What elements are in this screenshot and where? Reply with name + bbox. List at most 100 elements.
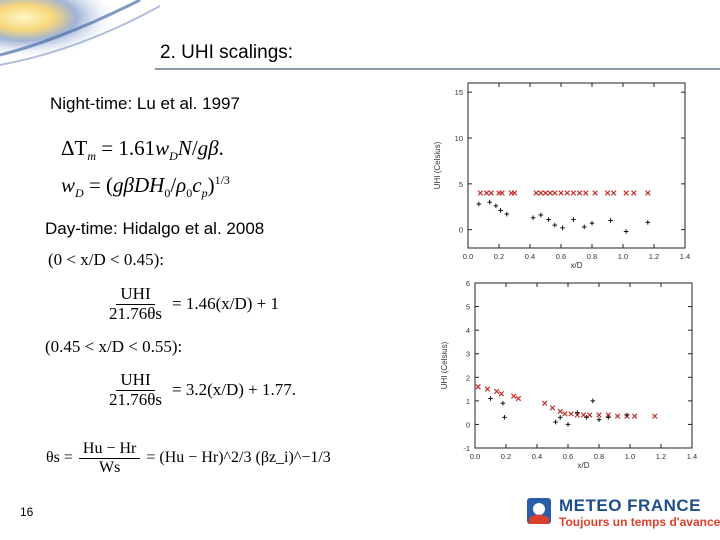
marker-stroke <box>475 383 481 390</box>
marker-stroke <box>631 413 638 419</box>
data-point-x <box>631 413 638 419</box>
data-point-x <box>605 412 612 418</box>
marker-stroke <box>652 413 658 419</box>
fraction-denominator: 21.76θs <box>109 389 163 409</box>
data-point-x <box>604 190 611 196</box>
day-equation-2-rhs: = 3.2(x/D) + 1.77. <box>172 380 297 400</box>
night-time-heading: Night-time: Lu et al. 1997 <box>50 94 240 113</box>
slide-title: 2. UHI scalings: <box>160 42 294 63</box>
condition-range-2: (0.45 < x/D < 0.55): <box>45 337 183 356</box>
data-point-x <box>493 388 500 395</box>
data-point-x <box>542 400 548 406</box>
plot-frame <box>474 282 693 449</box>
marker-stroke <box>552 190 558 196</box>
y-tick-label: 0 <box>459 226 463 235</box>
data-point-x <box>475 383 481 390</box>
data-point-x <box>533 190 539 196</box>
data-point-plus <box>502 415 507 420</box>
marker-stroke <box>549 405 556 411</box>
data-point-x <box>596 412 602 418</box>
marker-stroke <box>511 190 518 196</box>
data-point-x <box>547 190 553 196</box>
marker-stroke <box>511 393 517 399</box>
day-uhi-scatter-chart: 0.0 0.2 0.4 0.6 0.8 1.0 1.2 1.4 -1 0 1 2 3 4 5 6 x/D UHI … <box>440 279 697 470</box>
night-equations: ΔTm = 1.61wDN/gβ. wD = (gβDH0/ρ0cp)1/3 <box>55 126 265 206</box>
y-axis-label: UHI (Celsius) <box>433 141 442 189</box>
y-tick-label: 4 <box>466 326 470 335</box>
day-equation-2-fraction: UHI 21.76θs <box>105 370 166 409</box>
y-axis-label: UHI (Celsius) <box>440 341 449 389</box>
data-point-x <box>558 190 564 196</box>
x-tick-label: 0.6 <box>563 452 573 461</box>
data-point-plus <box>596 417 602 423</box>
data-point-x <box>498 391 505 397</box>
data-point-x <box>610 190 617 196</box>
marker-stroke <box>583 190 589 196</box>
slide-number: 16 <box>20 505 34 519</box>
data-point-x <box>645 190 651 196</box>
marker-stroke <box>542 190 549 196</box>
data-point-plus <box>552 222 558 228</box>
x-tick-label: 0.0 <box>463 252 473 261</box>
data-point-x <box>483 190 490 196</box>
y-tick-label: 1 <box>466 397 470 406</box>
x-tick-label: 0.4 <box>532 452 542 461</box>
fraction-numerator: UHI <box>116 370 155 391</box>
meteo-france-mark-icon <box>527 498 551 524</box>
x-axis-label: x/D <box>578 461 590 470</box>
data-point-x <box>549 405 556 411</box>
data-point-x <box>552 190 558 196</box>
x-tick-label: 0.2 <box>494 252 504 261</box>
marker-stroke <box>570 190 577 196</box>
marker-stroke <box>592 190 598 196</box>
x-tick-label: 0.4 <box>525 252 535 261</box>
data-point-plus <box>571 217 576 222</box>
fraction-numerator: Hu − Hr <box>78 440 141 459</box>
marker-stroke <box>538 190 544 196</box>
marker-stroke <box>515 395 522 402</box>
x-tick-label: 0.8 <box>587 252 597 261</box>
theta-scale-equation: θs = Hu − Hr Ws = (Hu − Hr)^2/3 (βz_i)^−… <box>46 440 331 476</box>
data-point-plus <box>606 415 611 420</box>
data-point-plus <box>553 419 558 425</box>
night-equation-line2: wD = (gβDH0/ρ0cp)1/3 <box>61 173 230 201</box>
data-point-plus <box>584 415 589 420</box>
data-point-plus <box>565 422 571 427</box>
data-point-x <box>511 190 518 196</box>
y-tick-label: 0 <box>466 420 470 429</box>
data-point-x <box>515 395 522 402</box>
data-point-x <box>586 412 593 418</box>
fraction-numerator: UHI <box>116 284 155 305</box>
marker-stroke <box>498 391 505 397</box>
marker-stroke <box>605 412 612 418</box>
x-axis-label: x/D <box>571 261 583 270</box>
data-point-plus <box>624 412 630 418</box>
title-divider <box>155 68 720 70</box>
y-tick-label: 6 <box>466 279 470 288</box>
data-point-plus <box>530 215 536 221</box>
theta-rhs: = (Hu − Hr)^2/3 (βz_i)^−1/3 <box>146 449 331 467</box>
marker-stroke <box>558 190 564 196</box>
theta-fraction: Hu − Hr Ws <box>78 440 141 476</box>
y-tick-label: 3 <box>466 350 470 359</box>
marker-stroke <box>483 190 490 196</box>
marker-stroke <box>586 412 593 418</box>
marker-stroke <box>533 190 539 196</box>
y-tick-label: -1 <box>463 444 470 453</box>
marker-stroke <box>562 411 568 417</box>
data-point-plus <box>487 199 492 205</box>
x-tick-label: 0.0 <box>470 452 480 461</box>
plot-frame <box>467 82 686 249</box>
corner-glow-graphic <box>0 0 160 70</box>
fraction-denominator: 21.76θs <box>109 303 163 323</box>
y-tick-label: 10 <box>455 134 463 143</box>
data-point-plus <box>608 218 613 223</box>
y-tick-label: 5 <box>459 180 463 189</box>
data-point-x <box>562 411 568 417</box>
data-point-x <box>557 408 563 415</box>
data-point-x <box>511 393 517 399</box>
data-point-plus <box>575 410 580 415</box>
marker-stroke <box>576 190 583 196</box>
data-point-x <box>538 190 544 196</box>
data-point-plus <box>498 208 503 213</box>
